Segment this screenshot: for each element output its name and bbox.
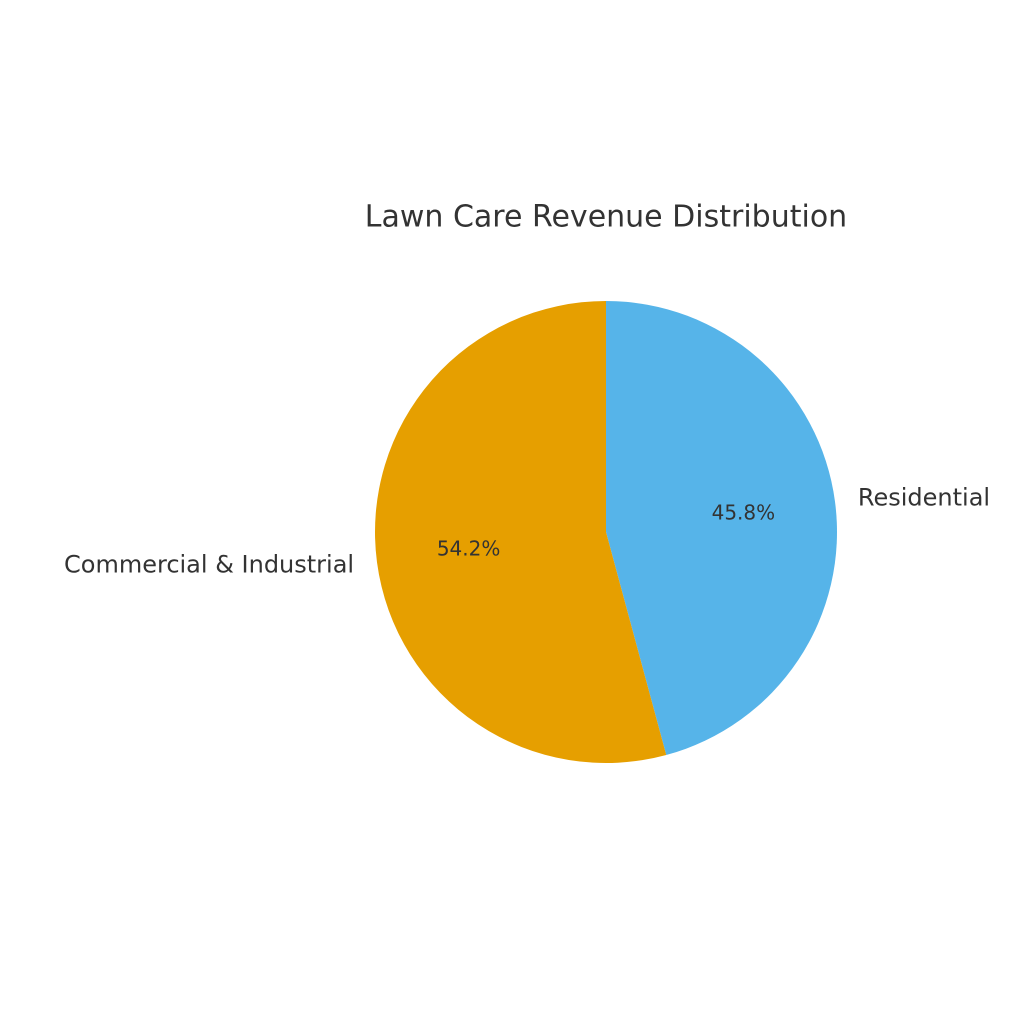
category-label: Commercial & Industrial xyxy=(64,550,354,578)
category-label: Residential xyxy=(858,484,990,512)
value-label: 54.2% xyxy=(437,537,501,561)
pie-slice xyxy=(375,301,667,763)
value-label: 45.8% xyxy=(712,500,776,524)
chart-title: Lawn Care Revenue Distribution xyxy=(365,200,847,235)
pie-slice xyxy=(606,301,838,756)
